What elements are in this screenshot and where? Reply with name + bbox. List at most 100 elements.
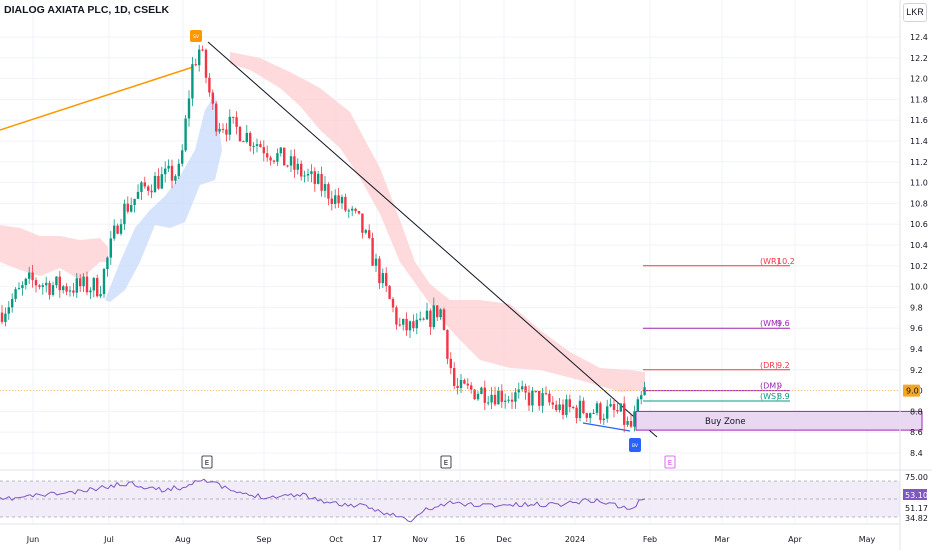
price-tick-label: 10.4 — [910, 241, 928, 250]
candle-body — [582, 400, 585, 414]
candle-body — [449, 358, 452, 369]
candle-body — [527, 392, 531, 406]
candle-body — [41, 285, 44, 287]
candle-body — [381, 273, 384, 284]
candle-body — [306, 173, 310, 176]
candle-body — [106, 257, 109, 270]
candle-body — [7, 307, 10, 314]
candle-body — [578, 400, 582, 419]
candle-body — [595, 403, 599, 413]
candle-body — [160, 174, 163, 189]
price-tick-label: 8.6 — [910, 428, 923, 437]
earnings-marker — [440, 455, 452, 469]
candle-body — [425, 310, 429, 320]
candle-body — [388, 285, 391, 299]
price-tick-label: 11.0 — [910, 179, 928, 188]
candle-body — [0, 312, 4, 322]
candle-body — [164, 168, 167, 175]
price-tick-label: 9.8 — [910, 303, 923, 312]
candle-body — [157, 175, 160, 189]
candle-body — [65, 286, 68, 292]
cloud-blue-band — [105, 95, 222, 302]
price-tick-label: 11.4 — [910, 137, 928, 146]
candle-body — [402, 318, 405, 325]
currency-button[interactable]: LKR — [903, 3, 927, 22]
candle-body — [463, 380, 466, 384]
candle-body — [323, 184, 327, 191]
level-value: 8.9 — [777, 392, 790, 401]
candle-body — [436, 305, 439, 318]
candle-body — [524, 386, 527, 393]
candle-body — [34, 280, 38, 286]
candle-body — [140, 182, 143, 192]
candle-body — [623, 403, 626, 425]
candle-body — [225, 129, 228, 135]
candle-body — [82, 276, 85, 287]
time-tick-label: Jul — [103, 535, 114, 544]
level-value: 9.6 — [777, 319, 790, 328]
candle-body — [565, 399, 568, 415]
candle-body — [38, 285, 41, 287]
candle-body — [85, 276, 89, 293]
divergence-line — [582, 422, 631, 432]
candle-body — [521, 386, 524, 390]
candle-body — [48, 282, 51, 295]
candle-body — [269, 157, 272, 161]
candle-body — [313, 171, 316, 184]
candle-body — [616, 410, 619, 412]
candle-body — [14, 289, 17, 299]
price-tick-label: 8.8 — [910, 407, 923, 416]
candle-body — [177, 163, 180, 177]
candle-body — [534, 390, 537, 392]
candle-body — [123, 203, 126, 225]
level-label: (WM) — [760, 319, 781, 328]
candle-body — [340, 196, 344, 204]
candlesticks — [0, 44, 646, 433]
candle-body — [109, 238, 112, 258]
ichimoku-cloud — [0, 52, 645, 392]
level-label: (DM) — [760, 382, 779, 391]
candle-body — [300, 163, 303, 177]
candle-body — [102, 269, 106, 295]
candle-body — [119, 224, 123, 234]
level-value: 9 — [777, 382, 782, 391]
candle-body — [612, 404, 616, 411]
candle-body — [272, 160, 276, 162]
candle-body — [181, 150, 184, 164]
candle-body — [201, 49, 204, 51]
price-tick-label: 10.6 — [910, 220, 928, 229]
time-tick-label: Sep — [256, 535, 271, 544]
candle-body — [415, 319, 418, 329]
candle-body — [490, 394, 493, 403]
candle-body — [344, 196, 347, 211]
candle-body — [493, 394, 497, 405]
current-price-label: 9.0 — [906, 387, 919, 396]
candle-body — [541, 393, 544, 406]
candle-body — [453, 368, 456, 386]
candle-body — [568, 399, 571, 408]
symbol-title[interactable]: DIALOG AXIATA PLC, 1D, CSELK — [4, 4, 170, 16]
candle-body — [187, 98, 191, 119]
candle-body — [92, 277, 95, 291]
candle-body — [456, 385, 459, 389]
candle-body — [68, 290, 72, 292]
candle-body — [327, 184, 330, 199]
earnings-label: E — [668, 459, 672, 467]
level-label: (DR) — [760, 361, 778, 370]
candle-body — [286, 165, 289, 167]
buy-zone-label: Buy Zone — [705, 417, 746, 427]
candle-body — [357, 210, 361, 214]
candle-body — [130, 205, 133, 212]
orange-trend-line — [0, 66, 194, 131]
candle-body — [218, 128, 221, 132]
candle-body — [361, 213, 364, 233]
rsi-tick-label: 34.82 — [905, 514, 928, 523]
candle-body — [24, 278, 27, 286]
candle-body — [72, 290, 75, 293]
candle-body — [89, 290, 92, 293]
candle-body — [143, 182, 146, 187]
candle-body — [58, 276, 61, 291]
candle-body — [589, 413, 592, 418]
price-tick-label: 10.2 — [910, 262, 928, 271]
